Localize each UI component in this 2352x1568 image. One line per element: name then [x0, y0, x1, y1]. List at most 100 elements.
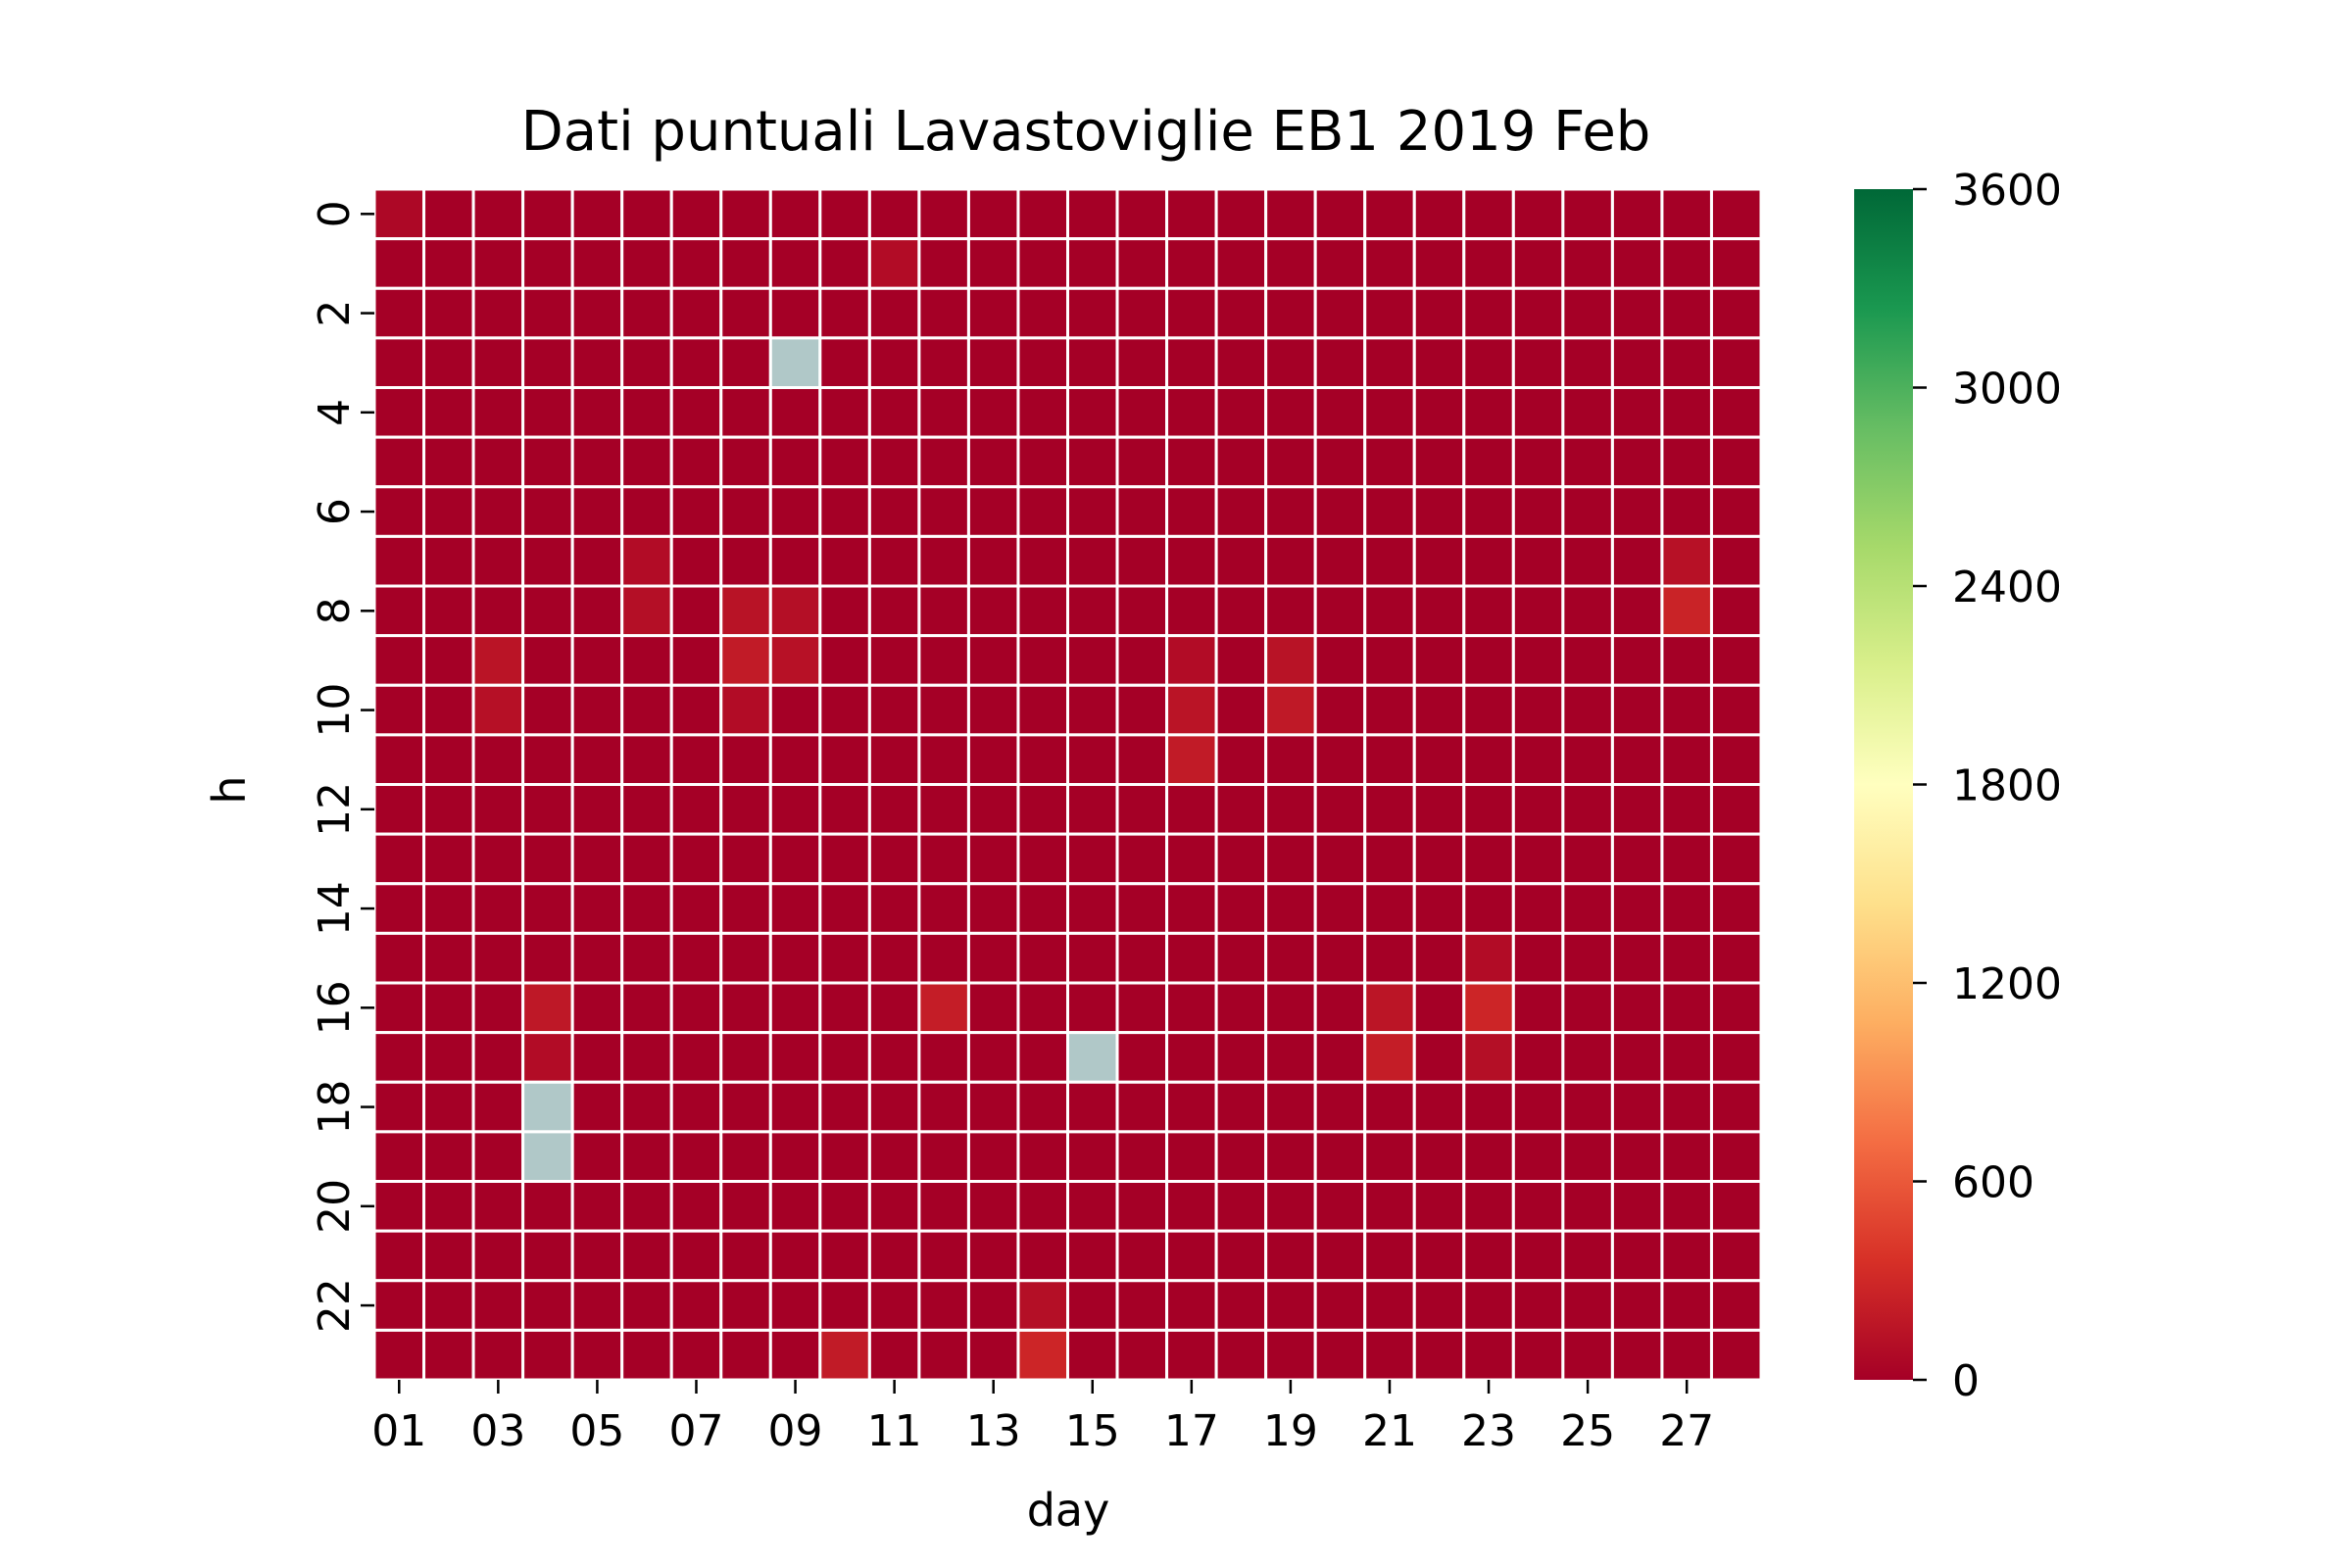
heatmap-cell [570, 1328, 624, 1382]
heatmap-cell [818, 286, 871, 340]
heatmap-cell [372, 386, 426, 439]
heatmap-cell [372, 931, 426, 985]
heatmap-cell [570, 1031, 624, 1084]
heatmap-cell [1709, 733, 1763, 786]
heatmap-cell [521, 931, 574, 985]
heatmap-cell [1214, 1080, 1268, 1134]
heatmap-cell [1462, 1180, 1515, 1233]
heatmap-cell [669, 733, 723, 786]
heatmap-cell [669, 1080, 723, 1134]
heatmap-cell [867, 534, 921, 588]
heatmap-cell [1462, 534, 1515, 588]
heatmap-cell [1462, 386, 1515, 439]
heatmap-cell [1561, 286, 1614, 340]
heatmap-cell [1363, 435, 1416, 489]
heatmap-cell [372, 237, 426, 290]
heatmap-cell [966, 733, 1020, 786]
heatmap-cell [1412, 981, 1466, 1035]
heatmap-cell [669, 882, 723, 935]
heatmap-cell [719, 1328, 772, 1382]
heatmap-cell [422, 237, 475, 290]
heatmap-cell [471, 683, 525, 737]
colorbar-tick-label: 2400 [1952, 563, 2062, 612]
heatmap-cell [818, 485, 871, 538]
heatmap-cell [1610, 634, 1664, 687]
heatmap-cell [471, 1229, 525, 1283]
heatmap-cell [818, 1229, 871, 1283]
heatmap-cell [966, 882, 1020, 935]
heatmap-cell [1412, 1080, 1466, 1134]
heatmap-cell [1165, 187, 1218, 241]
heatmap-cell [719, 1080, 772, 1134]
heatmap-cell [1462, 336, 1515, 389]
x-axis-label: day [1027, 1484, 1110, 1537]
heatmap-cell [521, 1279, 574, 1332]
heatmap-cell [1462, 683, 1515, 737]
heatmap-cell [1066, 1031, 1119, 1084]
heatmap-cell [818, 1130, 871, 1183]
heatmap-cell [917, 1328, 970, 1382]
heatmap-cell [521, 386, 574, 439]
heatmap-cell [719, 783, 772, 836]
heatmap-cell [620, 882, 673, 935]
heatmap-cell [471, 237, 525, 290]
heatmap-cell [1462, 1031, 1515, 1084]
heatmap-cell [1313, 237, 1367, 290]
heatmap-cell [1165, 584, 1218, 638]
heatmap-cell [1462, 931, 1515, 985]
heatmap-cell [1363, 1080, 1416, 1134]
heatmap-cells [372, 187, 1763, 1382]
heatmap-cell [422, 1328, 475, 1382]
heatmap-cell [1412, 832, 1466, 886]
heatmap-cell [521, 286, 574, 340]
heatmap-cell [1066, 1080, 1119, 1134]
heatmap-cell [1412, 1180, 1466, 1233]
y-tick-label: 18 [310, 1080, 360, 1135]
heatmap-cell [1709, 634, 1763, 687]
heatmap-cell [867, 832, 921, 886]
heatmap-cell [1115, 435, 1169, 489]
heatmap-cell [1561, 435, 1614, 489]
heatmap-cell [1610, 386, 1664, 439]
heatmap-cell [521, 1229, 574, 1283]
heatmap-cell [818, 733, 871, 786]
heatmap-cell [917, 336, 970, 389]
heatmap-cell [422, 435, 475, 489]
heatmap-cell [422, 485, 475, 538]
heatmap-cell [1016, 534, 1069, 588]
x-tick-label: 09 [768, 1406, 823, 1456]
heatmap-cell [1115, 534, 1169, 588]
heatmap-cell [1511, 534, 1565, 588]
heatmap-cell [768, 336, 822, 389]
heatmap-cell [669, 584, 723, 638]
heatmap-cell [570, 931, 624, 985]
heatmap-cell [372, 1080, 426, 1134]
heatmap-cell [768, 1080, 822, 1134]
heatmap-cell [1165, 1080, 1218, 1134]
heatmap-cell [1264, 882, 1317, 935]
heatmap-cell [1462, 1130, 1515, 1183]
heatmap-cell [867, 1080, 921, 1134]
heatmap-cell [1610, 534, 1664, 588]
heatmap-cell [422, 336, 475, 389]
heatmap-cell [1363, 336, 1416, 389]
heatmap-cell [966, 485, 1020, 538]
heatmap-cell [917, 981, 970, 1035]
heatmap-cell [422, 1229, 475, 1283]
heatmap-cell [1214, 634, 1268, 687]
heatmap-cell [966, 634, 1020, 687]
heatmap-cell [1363, 832, 1416, 886]
heatmap-cell [1462, 584, 1515, 638]
heatmap-cell [570, 981, 624, 1035]
heatmap-cell [768, 435, 822, 489]
heatmap-cell [1016, 882, 1069, 935]
heatmap-cell [1115, 832, 1169, 886]
heatmap-cell [1363, 584, 1416, 638]
y-tick-label: 0 [310, 200, 360, 227]
heatmap-cell [768, 187, 822, 241]
heatmap-cell [1709, 683, 1763, 737]
heatmap-cell [1016, 336, 1069, 389]
heatmap-cell [1709, 832, 1763, 886]
heatmap-cell [1165, 435, 1218, 489]
heatmap-cell [1066, 733, 1119, 786]
